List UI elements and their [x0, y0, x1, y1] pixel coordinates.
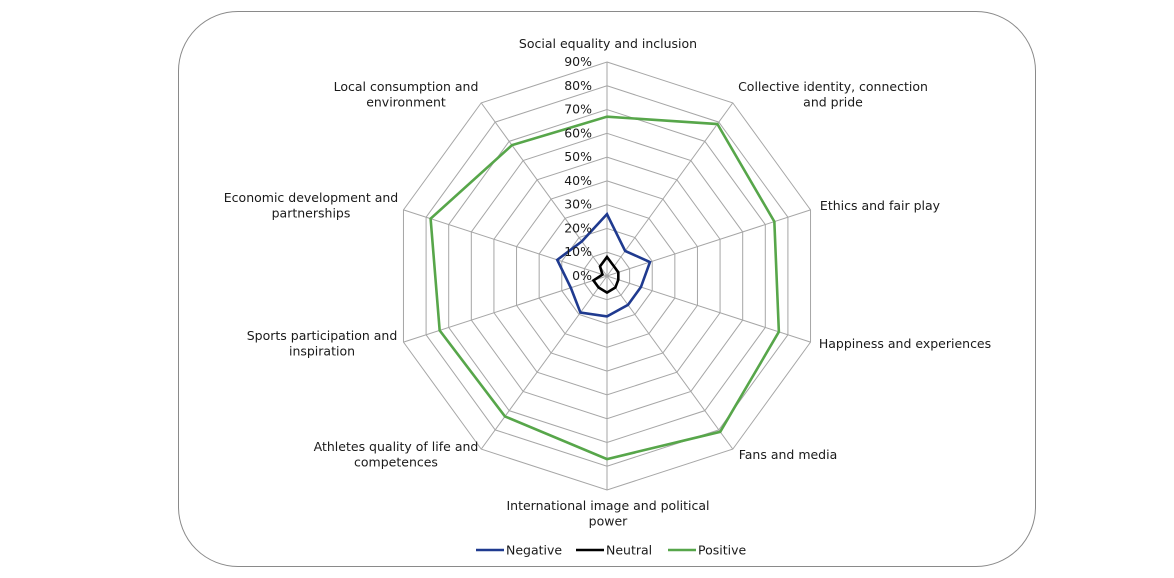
category-label-line: and pride	[803, 95, 863, 110]
category-label-line: Economic development and	[224, 190, 398, 205]
category-label-line: Ethics and fair play	[820, 198, 941, 213]
axis-spoke	[403, 275, 608, 343]
tick-label: 20%	[564, 220, 592, 235]
radar-series	[429, 115, 781, 461]
series-positive	[429, 115, 781, 461]
axis-spoke	[606, 209, 811, 277]
tick-label: 10%	[564, 244, 592, 259]
axis-spoke	[480, 102, 608, 277]
axis-spoke	[403, 209, 608, 277]
tick-label: 90%	[564, 54, 592, 69]
series-negative	[555, 211, 652, 318]
category-label-line: Social equality and inclusion	[519, 36, 697, 51]
series-neutral	[591, 254, 620, 295]
category-label: Economic development and partnerships	[224, 190, 398, 221]
category-label: Ethics and fair play	[820, 198, 941, 213]
category-label: Collective identity, connection and pride	[738, 79, 928, 110]
legend-label-positive: Positive	[698, 543, 746, 558]
category-label-line: Athletes quality of life and	[314, 439, 479, 454]
category-label: Social equality and inclusion	[519, 36, 697, 51]
category-label-line: Fans and media	[739, 447, 838, 462]
category-label-line: competences	[354, 455, 438, 470]
category-label: Local consumption and environment	[334, 79, 479, 110]
category-label-line: environment	[366, 95, 446, 110]
category-label-line: Local consumption and	[334, 79, 479, 94]
category-label-line: International image and political	[506, 498, 709, 513]
category-label: Happiness and experiences	[819, 336, 991, 351]
category-label: Athletes quality of life and competences	[314, 439, 479, 470]
category-label: Sports participation and inspiration	[247, 328, 398, 359]
category-label-line: power	[589, 514, 628, 529]
tick-label: 40%	[564, 173, 592, 188]
tick-label: 0%	[572, 268, 592, 283]
radial-ticks: 0% 10% 20% 30% 40% 50% 60% 70% 80% 90%	[564, 54, 592, 283]
axis-spoke	[606, 275, 734, 450]
legend: Negative Neutral Positive	[476, 543, 746, 558]
chart-frame	[178, 11, 1036, 567]
tick-label: 80%	[564, 78, 592, 93]
radar-grid	[402, 61, 812, 491]
category-labels: Social equality and inclusion Collective …	[224, 36, 991, 529]
legend-label-neutral: Neutral	[606, 543, 652, 558]
axis-spoke	[480, 275, 608, 450]
category-label-line: Happiness and experiences	[819, 336, 991, 351]
tick-label: 50%	[564, 149, 592, 164]
category-label-line: inspiration	[289, 344, 355, 359]
tick-label: 70%	[564, 102, 592, 117]
category-label-line: Collective identity, connection	[738, 79, 928, 94]
legend-label-negative: Negative	[506, 543, 562, 558]
category-label-line: partnerships	[272, 206, 351, 221]
category-label-line: Sports participation and	[247, 328, 398, 343]
category-label: Fans and media	[739, 447, 838, 462]
tick-label: 60%	[564, 125, 592, 140]
category-label: International image and political power	[506, 498, 709, 529]
tick-label: 30%	[564, 197, 592, 212]
axis-spoke	[606, 102, 734, 277]
